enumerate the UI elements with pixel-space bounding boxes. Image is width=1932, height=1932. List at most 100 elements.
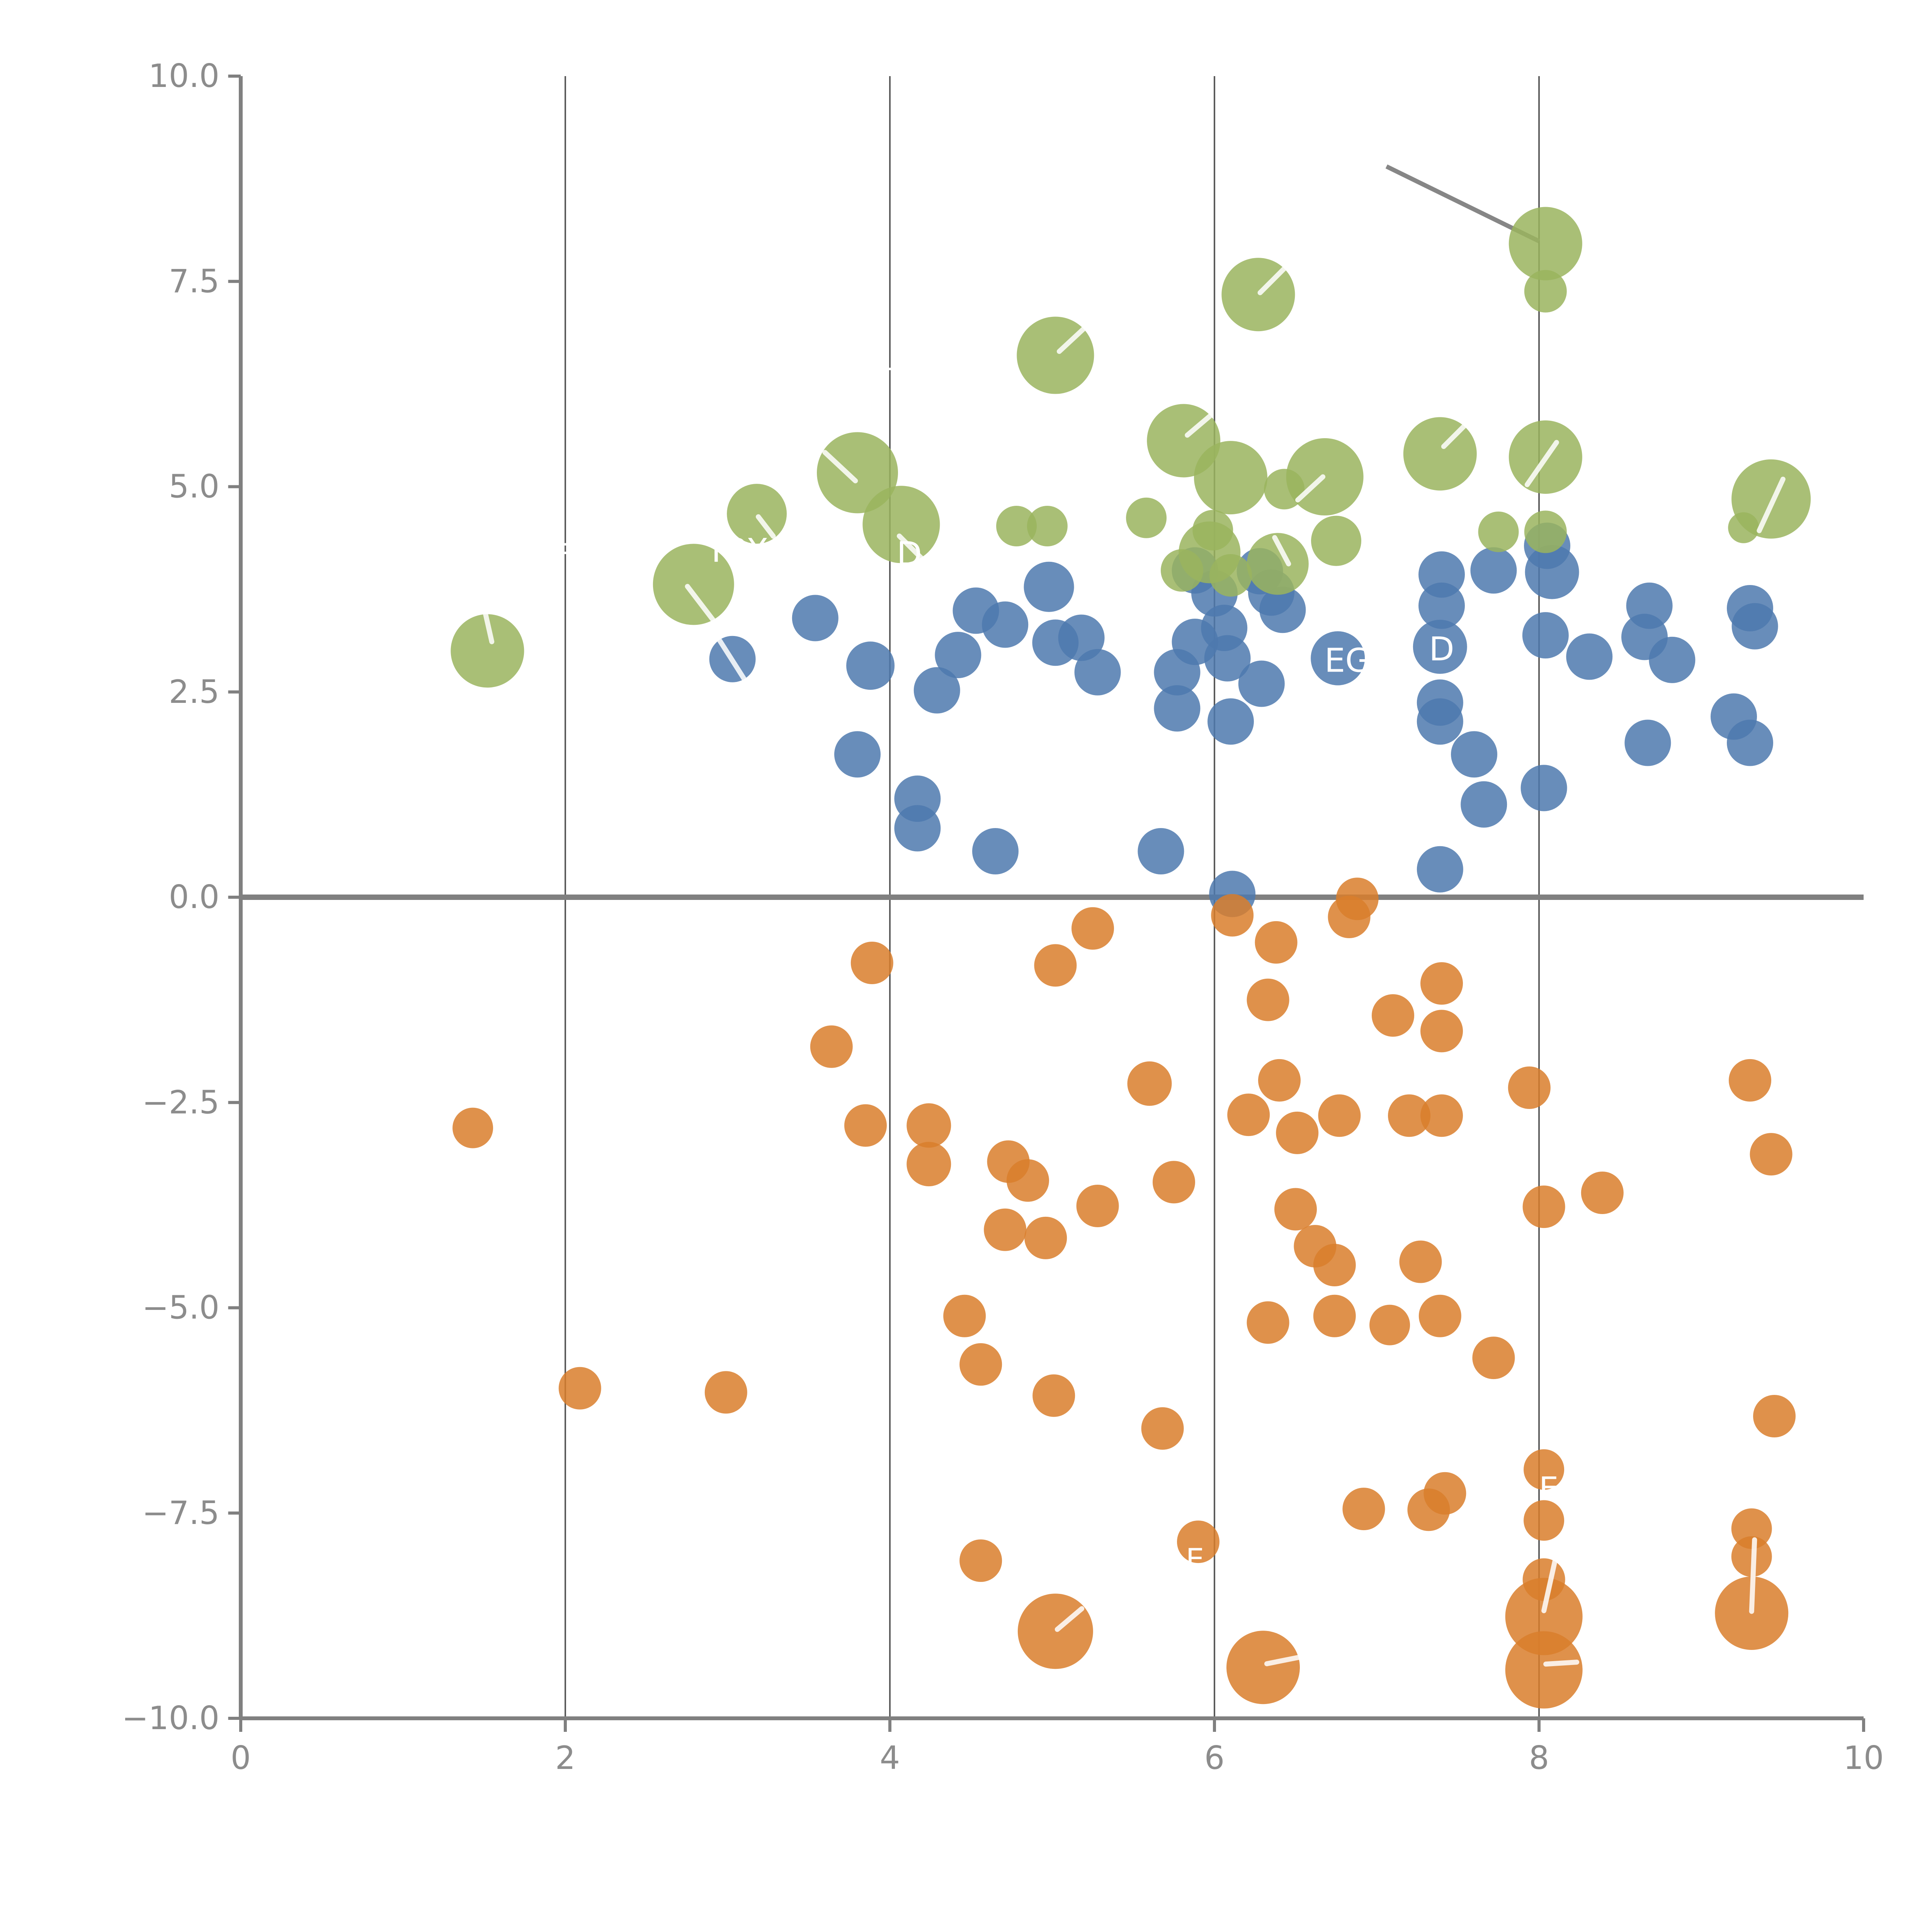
blue-data-point	[1731, 603, 1778, 650]
orange-data-point	[1318, 1094, 1361, 1137]
orange-data-point	[1226, 1631, 1300, 1704]
green-data-point	[1524, 510, 1567, 553]
orange-data-point	[1505, 1631, 1583, 1709]
blue-data-point	[1311, 631, 1365, 685]
green-leader-slash	[822, 450, 858, 483]
blue-data-point	[1208, 698, 1254, 745]
green-data-point	[1478, 511, 1519, 552]
orange-data-point	[959, 1539, 1002, 1582]
green-data-point	[1247, 533, 1309, 595]
orange-data-point	[1211, 894, 1254, 937]
blue-data-point	[1418, 582, 1465, 629]
orange-data-point	[1034, 944, 1077, 987]
blue-data-point	[1624, 719, 1671, 766]
blue-leader-slash	[717, 638, 747, 682]
y-tick-label: 5.0	[169, 468, 219, 505]
blue-data-point	[1238, 660, 1285, 707]
orange-data-point	[558, 1367, 601, 1410]
orange-data-point	[1153, 1161, 1195, 1204]
orange-data-point	[1420, 962, 1463, 1005]
orange-data-point	[906, 1103, 951, 1148]
green-leader-slash	[1295, 474, 1326, 503]
x-tick-label: 4	[880, 1740, 900, 1777]
orange-data-point	[1581, 1172, 1624, 1214]
x-tick-label: 8	[1529, 1740, 1549, 1777]
blue-data-point	[1024, 561, 1074, 612]
orange-data-point	[1328, 896, 1371, 938]
green-data-point	[1403, 417, 1477, 491]
orange-data-point	[704, 1371, 747, 1414]
point-label-E: E	[1186, 1542, 1204, 1576]
y-tick-label: 0.0	[169, 879, 219, 916]
orange-data-point	[1399, 1240, 1442, 1283]
blue-data-point	[834, 731, 881, 778]
point-label-TPX: TPX	[706, 532, 768, 570]
orange-data-point	[959, 1343, 1002, 1386]
green-leader-slash	[1056, 323, 1089, 354]
orange-data-point	[1372, 994, 1414, 1037]
blue-data-point	[1461, 781, 1507, 828]
orange-data-point	[1313, 1244, 1356, 1286]
green-data-point	[1209, 554, 1252, 597]
orange-data-point	[1247, 978, 1289, 1021]
blue-data-point	[935, 632, 981, 679]
orange-data-point	[1258, 1059, 1301, 1102]
y-tick-label: 2.5	[169, 673, 219, 711]
blue-data-point	[1520, 765, 1567, 811]
green-leader-slash	[1272, 535, 1291, 566]
orange-data-point	[1508, 1066, 1551, 1109]
point-label-EG: EG	[1325, 642, 1371, 680]
orange-data-point	[1753, 1395, 1796, 1437]
orange-leader-slash	[1749, 1537, 1757, 1614]
green-data-point	[451, 614, 524, 688]
orange-data-point	[1076, 1185, 1119, 1227]
orange-data-point	[1024, 1216, 1067, 1259]
y-tick-label: −5.0	[142, 1289, 219, 1327]
orange-leader-slash	[1054, 1606, 1085, 1632]
blue-data-point	[1566, 633, 1613, 680]
orange-data-point	[1522, 1185, 1565, 1228]
green-data-point	[1161, 549, 1203, 592]
green-data-point	[727, 484, 787, 544]
orange-leader-slash	[1541, 1556, 1558, 1614]
blue-data-point	[1058, 614, 1105, 661]
orange-leader-slash	[1264, 1654, 1306, 1667]
blue-data-point	[1649, 636, 1696, 683]
green-leader-slash	[1757, 476, 1786, 533]
blue-data-point	[913, 667, 960, 714]
blue-data-point	[1154, 685, 1201, 732]
point-label-F: F	[555, 537, 572, 571]
green-data-point	[1194, 441, 1267, 515]
green-leader-slash	[685, 584, 716, 624]
green-data-point	[817, 432, 898, 514]
blue-data-point	[982, 601, 1029, 648]
orange-data-point	[844, 1104, 887, 1147]
orange-data-point	[1127, 1061, 1172, 1106]
orange-data-point	[452, 1107, 493, 1148]
point-label-D: D	[897, 535, 922, 573]
green-leader-slash	[1441, 423, 1467, 449]
x-tick-label: 6	[1204, 1740, 1225, 1777]
y-tick-label: 7.5	[169, 263, 219, 300]
blue-data-point	[1259, 587, 1306, 633]
orange-data-point	[1472, 1337, 1515, 1379]
orange-data-point	[1418, 1294, 1461, 1337]
orange-data-point	[1227, 1094, 1270, 1136]
blue-data-point	[1417, 846, 1463, 893]
x-tick-label: 2	[555, 1740, 576, 1777]
orange-data-point	[810, 1025, 853, 1068]
orange-data-point	[906, 1142, 951, 1187]
orange-data-point	[1177, 1520, 1219, 1563]
orange-data-point	[1388, 1094, 1430, 1137]
y-tick-label: −7.5	[142, 1495, 219, 1532]
y-tick-label: 10.0	[148, 58, 219, 95]
green-data-point	[862, 486, 940, 563]
orange-data-point	[1505, 1578, 1583, 1655]
green-leader-slash	[1524, 440, 1559, 487]
orange-data-point	[1141, 1407, 1184, 1450]
green-data-point	[1192, 510, 1233, 551]
orange-data-point	[1276, 1111, 1319, 1154]
orange-data-point	[1524, 1500, 1565, 1541]
